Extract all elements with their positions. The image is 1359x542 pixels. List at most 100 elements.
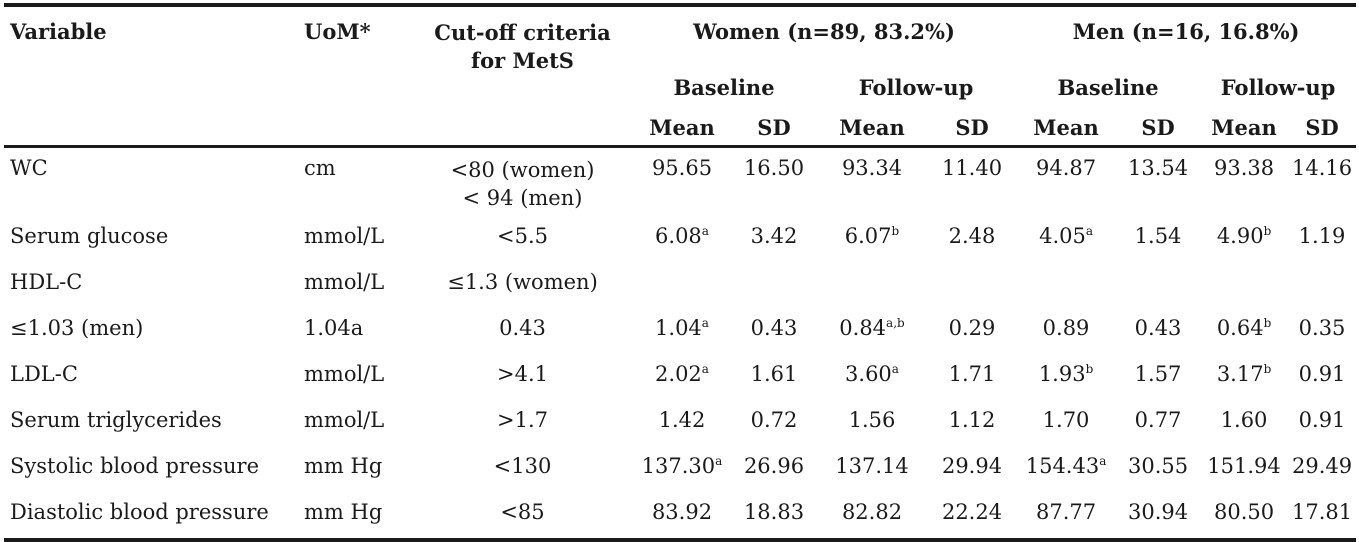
cell-women-followup-mean: 3.60a — [845, 362, 899, 386]
cell-men-baseline-sd: 13.54 — [1127, 156, 1189, 180]
cell-cutoff: 0.43 — [499, 316, 546, 340]
cell-uom: mm Hg — [304, 454, 383, 478]
cell-variable: Diastolic blood pressure — [10, 500, 269, 524]
col-header-women-baseline: Baseline — [673, 75, 775, 100]
table-row: Serum glucose mmol/L <5.5 6.08a 3.42 6.0… — [4, 218, 1356, 264]
cell-men-baseline-sd: 0.77 — [1134, 408, 1182, 432]
cell-uom: mmol/L — [304, 362, 385, 386]
cell-cutoff: >1.7 — [497, 408, 548, 432]
cell-cutoff-line2: < 94 (men) — [462, 186, 583, 210]
cell-women-followup-sd: 29.94 — [941, 454, 1003, 478]
cell-men-baseline-sd: 30.94 — [1127, 500, 1189, 524]
col-header-sd: SD — [757, 115, 791, 140]
col-header-mean: Mean — [649, 115, 715, 140]
cell-cutoff: <85 — [500, 500, 545, 524]
cell-women-followup-mean: 137.14 — [835, 454, 909, 478]
cell-men-followup-sd: 0.91 — [1298, 408, 1346, 432]
cell-women-baseline-sd: 26.96 — [743, 454, 805, 478]
cell-men-followup-sd: 29.49 — [1291, 454, 1353, 478]
col-header-men: Men (n=16, 16.8%) — [1072, 19, 1300, 44]
col-header-cutoff-line1: Cut-off criteria — [434, 20, 611, 45]
cell-men-baseline-sd: 0.43 — [1134, 316, 1182, 340]
cell-variable: HDL-C — [10, 270, 83, 294]
cell-uom: 1.04a — [304, 316, 364, 340]
table-row: ≤1.03 (men) 1.04a 0.43 1.04a 0.43 0.84a,… — [4, 310, 1356, 356]
cell-women-baseline-mean: 83.92 — [651, 500, 713, 524]
table-row: Systolic blood pressure mm Hg <130 137.3… — [4, 448, 1356, 494]
cell-women-baseline-mean: 1.42 — [658, 408, 706, 432]
col-header-cutoff-line2: for MetS — [471, 48, 574, 73]
cell-uom: cm — [304, 156, 336, 180]
col-header-cutoff: Cut-off criteria for MetS — [413, 5, 632, 75]
col-header-men-baseline: Baseline — [1057, 75, 1159, 100]
cell-women-followup-sd: 2.48 — [948, 224, 996, 248]
cell-men-followup-sd: 17.81 — [1291, 500, 1353, 524]
cell-women-baseline-sd: 1.61 — [750, 362, 798, 386]
cell-women-baseline-sd: 16.50 — [743, 156, 805, 180]
cell-men-baseline-mean: 94.87 — [1035, 156, 1097, 180]
col-header-sd: SD — [1305, 115, 1339, 140]
col-header-uom: UoM* — [304, 19, 371, 44]
col-header-mean: Mean — [839, 115, 905, 140]
table-row: Diastolic blood pressure mm Hg <85 83.92… — [4, 494, 1357, 540]
table-figure: Variable UoM* Cut-off criteria for MetS … — [4, 5, 1357, 540]
cell-men-baseline-mean: 87.77 — [1035, 500, 1097, 524]
header-row-groups: Variable UoM* Cut-off criteria for MetS … — [4, 5, 1357, 75]
cell-variable: Serum triglycerides — [10, 408, 222, 432]
cell-women-baseline-mean: 137.30a — [641, 454, 723, 478]
cell-women-baseline-sd: 3.42 — [750, 224, 798, 248]
cell-women-followup-sd: 1.71 — [948, 362, 996, 386]
col-header-sd: SD — [955, 115, 989, 140]
table-row: LDL-C mmol/L >4.1 2.02a 1.61 3.60a 1.71 … — [4, 356, 1356, 402]
col-header-women-followup: Follow-up — [858, 75, 974, 100]
cell-cutoff: <130 — [493, 454, 552, 478]
cell-men-followup-sd: 14.16 — [1291, 156, 1353, 180]
cell-women-followup-sd: 22.24 — [941, 500, 1003, 524]
cell-variable: LDL-C — [10, 362, 78, 386]
col-header-variable: Variable — [10, 19, 107, 44]
cell-men-followup-sd: 0.35 — [1298, 316, 1346, 340]
cell-men-followup-mean: 1.60 — [1220, 408, 1268, 432]
col-header-mean: Mean — [1211, 115, 1277, 140]
cell-uom: mm Hg — [304, 500, 383, 524]
cell-variable: Systolic blood pressure — [10, 454, 259, 478]
table-row: Serum triglycerides mmol/L >1.7 1.42 0.7… — [4, 402, 1356, 448]
cell-women-baseline-sd: 0.72 — [750, 408, 798, 432]
cell-women-followup-mean: 82.82 — [841, 500, 903, 524]
cell-cutoff: <80 (women) < 94 (men) — [413, 147, 632, 219]
cell-men-followup-mean: 151.94 — [1207, 454, 1281, 478]
cell-men-baseline-mean: 154.43a — [1025, 454, 1107, 478]
cell-men-baseline-sd: 1.54 — [1134, 224, 1182, 248]
cell-cutoff: ≤1.3 (women) — [447, 270, 598, 294]
cell-women-followup-sd: 0.29 — [948, 316, 996, 340]
cell-uom: mmol/L — [304, 224, 385, 248]
cell-men-baseline-sd: 30.55 — [1127, 454, 1189, 478]
cell-women-baseline-mean: 6.08a — [655, 224, 709, 248]
cell-women-followup-mean: 1.56 — [848, 408, 896, 432]
cell-men-followup-mean: 80.50 — [1213, 500, 1275, 524]
cell-men-followup-mean: 0.64b — [1216, 316, 1272, 340]
cell-men-baseline-mean: 4.05a — [1039, 224, 1093, 248]
cell-men-baseline-sd: 1.57 — [1134, 362, 1182, 386]
cell-men-followup-mean: 3.17b — [1216, 362, 1272, 386]
cell-uom: mmol/L — [304, 270, 385, 294]
cell-men-baseline-mean: 1.70 — [1042, 408, 1090, 432]
cell-women-followup-mean: 0.84a,b — [839, 316, 905, 340]
cell-women-followup-mean: 6.07b — [844, 224, 900, 248]
table-row: WC cm <80 (women) < 94 (men) 95.65 16.50… — [4, 147, 1356, 219]
header-row-timepoints: Baseline Follow-up Baseline Follow-up — [4, 75, 1356, 115]
cell-men-baseline-mean: 0.89 — [1042, 316, 1090, 340]
cell-cutoff: >4.1 — [497, 362, 548, 386]
cell-women-followup-sd: 1.12 — [948, 408, 996, 432]
table-row: HDL-C mmol/L ≤1.3 (women) — [4, 264, 1356, 310]
col-header-sd: SD — [1141, 115, 1175, 140]
header-row-stats: Mean SD Mean SD Mean SD Mean SD — [4, 115, 1357, 147]
cell-women-baseline-sd: 18.83 — [743, 500, 805, 524]
cell-men-followup-mean: 93.38 — [1213, 156, 1275, 180]
cell-variable: Serum glucose — [10, 224, 169, 248]
cell-men-followup-sd: 1.19 — [1298, 224, 1346, 248]
col-header-men-followup: Follow-up — [1220, 75, 1336, 100]
cell-uom: mmol/L — [304, 408, 385, 432]
cell-variable: WC — [10, 156, 48, 180]
cell-cutoff-line1: <80 (women) — [450, 158, 595, 182]
